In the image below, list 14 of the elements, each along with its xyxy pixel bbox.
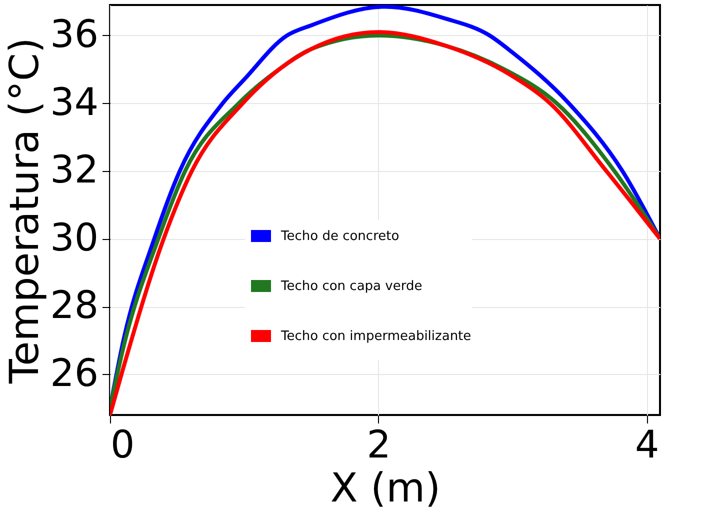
legend-label: Techo de concreto (280, 229, 400, 244)
y-axis-title: Temperatura (°C) (2, 37, 48, 385)
y-tick-label: 30 (50, 215, 98, 260)
legend-label: Techo con capa verde (280, 279, 422, 294)
y-tick-label: 26 (50, 350, 98, 395)
x-axis-title: X (m) (330, 466, 441, 512)
x-tick-label: 4 (634, 422, 660, 466)
x-tick-label: 2 (366, 422, 391, 466)
y-tick-label: 36 (50, 12, 98, 56)
y-tick-label: 34 (50, 80, 98, 124)
legend-label: Techo con impermeabilizante (280, 329, 472, 344)
x-tick-label: 0 (110, 422, 135, 466)
y-tick-label: 32 (50, 148, 98, 192)
y-tick-label: 28 (50, 283, 98, 328)
